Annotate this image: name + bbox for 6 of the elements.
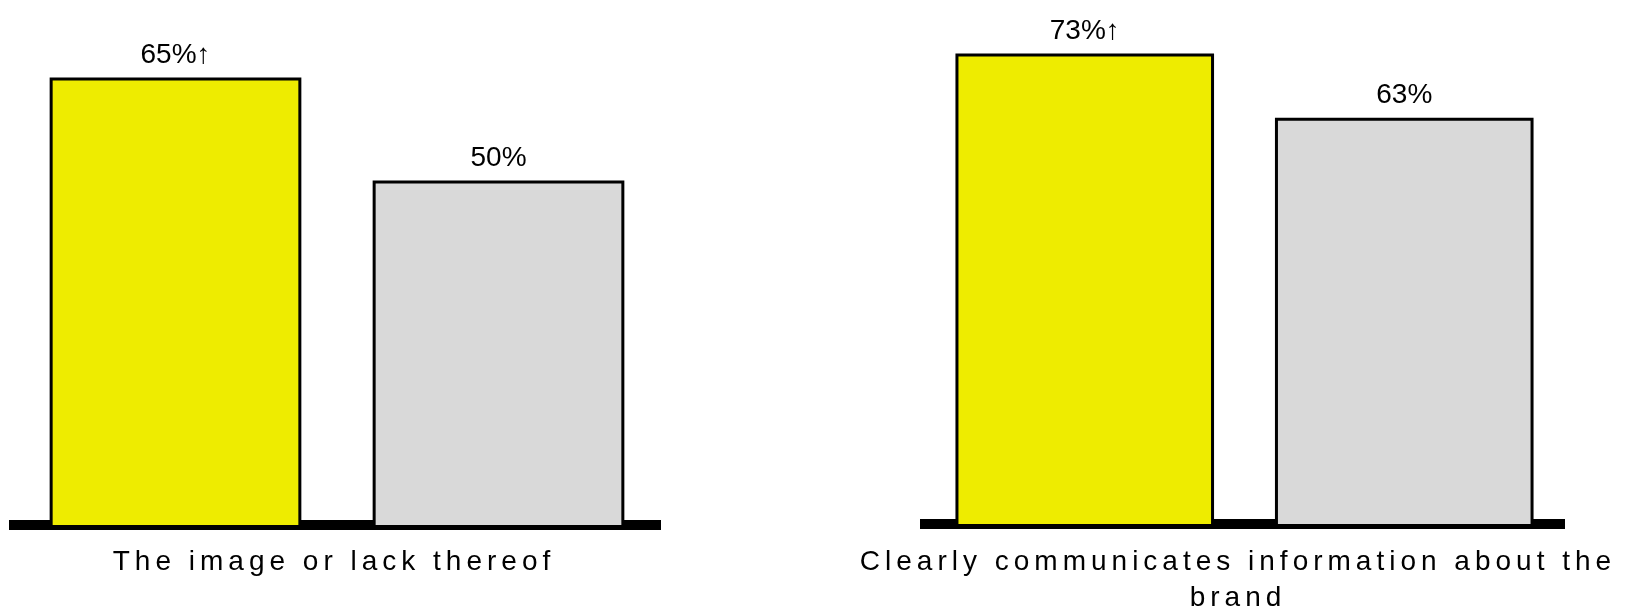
data-label: 63% bbox=[1376, 78, 1433, 110]
x-axis-title: Clearly communicates information about the brand bbox=[858, 544, 1618, 614]
x-axis-title: The image or lack thereof bbox=[111, 544, 557, 578]
data-label: 65%↑ bbox=[140, 38, 211, 69]
data-label: 50% bbox=[470, 140, 527, 172]
data-label: 73%↑ bbox=[1049, 14, 1120, 45]
